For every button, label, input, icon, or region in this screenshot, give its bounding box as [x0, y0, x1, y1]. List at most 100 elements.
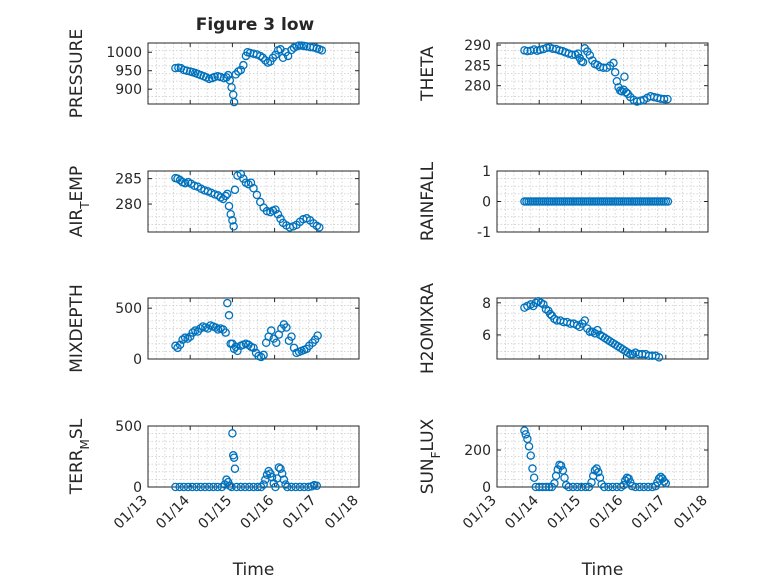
data-point	[621, 87, 631, 97]
data-point	[204, 482, 214, 492]
data-point	[572, 482, 582, 492]
y-tick-label: 0	[133, 480, 142, 496]
data-point	[267, 472, 277, 482]
data-point	[659, 477, 669, 486]
data-point	[227, 482, 236, 492]
data-point	[287, 332, 296, 341]
x-tick-label: 01/15	[544, 493, 584, 533]
data-point	[654, 353, 664, 362]
data-point	[228, 429, 237, 438]
y-tick-label: 1000	[106, 45, 142, 61]
subplot-mixdepth: 0 500 MIXDEPTH	[67, 284, 360, 373]
y-axis-label: TERRMSL	[67, 418, 92, 495]
data-point	[271, 205, 280, 214]
x-tick-label: 01/13	[460, 493, 500, 533]
data-point	[283, 482, 292, 492]
data-point	[594, 467, 603, 477]
data-point	[200, 482, 210, 492]
data-point	[249, 184, 258, 193]
data-point	[578, 57, 588, 67]
x-tick-label: 01/16	[238, 492, 278, 532]
data-point	[271, 50, 280, 60]
data-point	[567, 50, 577, 60]
data-point	[213, 482, 222, 492]
y-tick-label: 8	[482, 296, 491, 312]
data-point	[282, 323, 291, 332]
data-point	[524, 442, 534, 451]
data-point	[609, 58, 618, 68]
x-tick-label: 01/14	[502, 492, 542, 532]
data-point	[245, 482, 254, 492]
data-point	[183, 334, 192, 343]
subplot-theta: 280 285 290 THETA	[418, 38, 709, 106]
data-point	[230, 185, 240, 195]
data-point	[188, 328, 197, 337]
data-point	[584, 482, 594, 492]
figure-title: Figure 3 low	[196, 15, 315, 35]
subplot-h2omixra: 6 8 H2OMIXRA	[418, 283, 709, 374]
data-point	[663, 94, 672, 104]
data-point	[289, 343, 299, 353]
data-point	[545, 309, 555, 319]
y-tick-label: 0	[133, 352, 142, 368]
y-tick-label: -1	[477, 225, 491, 241]
data-point	[526, 451, 536, 460]
axes-box	[496, 297, 709, 360]
axes-box	[496, 42, 709, 105]
data-point	[541, 482, 551, 492]
data-point	[558, 466, 568, 475]
data-point	[239, 60, 248, 70]
axes-box	[147, 170, 360, 233]
data-point	[259, 350, 268, 360]
axes-box	[147, 42, 360, 105]
data-point	[612, 76, 622, 86]
data-point	[228, 216, 237, 225]
y-tick-label: 280	[115, 197, 142, 213]
data-point	[568, 482, 578, 492]
data-point	[171, 63, 180, 73]
data-point	[190, 181, 199, 190]
y-tick-label: 0	[482, 195, 491, 211]
data-point	[175, 340, 185, 350]
data-point	[171, 482, 180, 492]
data-point	[256, 482, 266, 492]
data-point	[221, 328, 230, 337]
data-point	[192, 482, 201, 492]
data-point	[209, 482, 218, 492]
data-point	[277, 469, 287, 478]
y-axis-label: RAINFALL	[418, 161, 438, 241]
data-point	[542, 43, 552, 53]
data-point	[304, 482, 313, 492]
y-tick-label: 500	[115, 301, 142, 317]
data-point	[276, 464, 285, 473]
data-point	[315, 223, 324, 232]
y-tick-label: 280	[464, 79, 491, 95]
subplot-airtemp: 280 285 AIRTEMP	[67, 166, 360, 237]
data-point	[279, 475, 289, 484]
data-point	[256, 51, 265, 61]
data-point	[573, 49, 583, 58]
subplot-rainfall: -1 0 1 RAINFALL	[418, 161, 709, 241]
subplot-pressure: 900 950 1000 PRESSURE	[67, 29, 360, 118]
data-point	[256, 352, 266, 362]
data-point	[240, 482, 250, 492]
data-point	[236, 65, 246, 75]
x-tick-label: 01/18	[322, 493, 362, 533]
data-point	[223, 298, 232, 308]
y-tick-label: 1	[482, 164, 491, 180]
data-point	[249, 343, 258, 353]
data-point	[188, 482, 197, 492]
data-point	[221, 191, 230, 201]
data-point	[228, 90, 238, 100]
data-point	[224, 311, 234, 320]
data-point	[227, 83, 236, 92]
data-point	[229, 222, 238, 231]
data-point	[183, 482, 193, 492]
data-point	[287, 482, 296, 492]
data-point	[171, 341, 180, 351]
y-axis-label: H2OMIXRA	[418, 283, 438, 374]
x-tick-label: 01/17	[629, 493, 669, 533]
y-tick-label: 290	[464, 38, 491, 54]
data-point	[581, 482, 590, 492]
